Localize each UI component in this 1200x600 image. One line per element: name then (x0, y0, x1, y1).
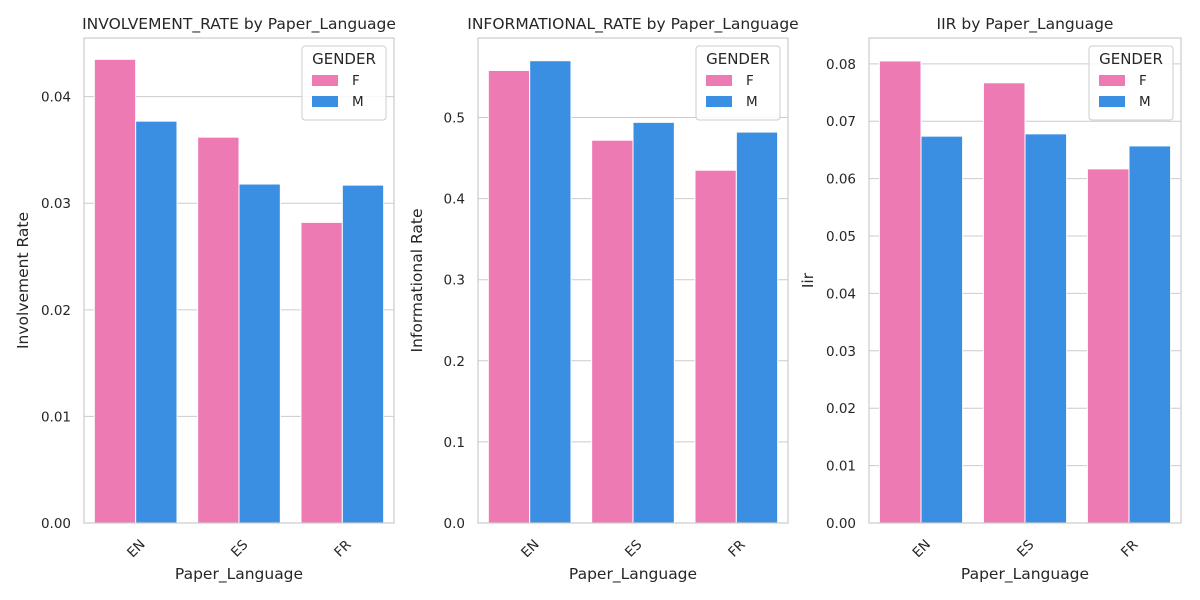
y-tick-label: 0.00 (41, 516, 71, 532)
y-tick-label: 0.01 (826, 459, 856, 475)
x-axis-label: Paper_Language (569, 565, 697, 584)
bar-en-f (878, 60, 922, 524)
x-axis-label: Paper_Language (175, 565, 303, 584)
legend-title: GENDER (312, 50, 376, 68)
legend-swatch-f (706, 75, 732, 86)
y-tick-label: 0.1 (444, 435, 465, 451)
bar-en-f (487, 69, 531, 524)
bar-fr-f (300, 221, 343, 524)
bar-en-f (93, 58, 137, 524)
y-tick-label: 0.2 (444, 354, 465, 370)
subplot-1: 0.00 0.01 0.02 0.03 0.04 EN ES FR INVOLVEMENT_RA… (14, 15, 396, 584)
legend-label-m: M (352, 94, 364, 110)
axes-frame (83, 37, 395, 524)
chart-title: INFORMATIONAL_RATE by Paper_Language (467, 15, 798, 34)
y-tick-label: 0.01 (41, 409, 71, 425)
y-tick-label: 0.03 (826, 344, 856, 360)
y-tick-label: 0.02 (41, 303, 71, 319)
y-tick-label: 0.02 (826, 401, 856, 417)
x-tick-label: ES (1014, 537, 1037, 560)
y-tick-label: 0.06 (826, 172, 856, 188)
legend: GENDER FM (1088, 45, 1174, 121)
legend-swatch-f (312, 75, 338, 86)
legend: GENDER FM (301, 45, 387, 121)
x-axis-label: Paper_Language (961, 565, 1089, 584)
x-tick-label: EN (124, 536, 148, 560)
legend-swatch-f (1099, 75, 1125, 86)
chart-title: INVOLVEMENT_RATE by Paper_Language (82, 15, 396, 34)
bar-fr-m (341, 184, 385, 524)
bar-es-f (197, 136, 240, 524)
x-tick-label: FR (331, 537, 354, 560)
legend-title: GENDER (1099, 50, 1163, 68)
bar-es-m (632, 121, 675, 524)
y-axis-label: Informational Rate (408, 209, 426, 353)
subplot-3: 0.00 0.01 0.02 0.03 0.04 0.05 0.06 0.07 0.08 EN ES… (799, 15, 1182, 584)
y-axis-label: Involvement Rate (14, 212, 32, 349)
y-tick-label: 0.04 (826, 286, 856, 302)
y-tick-label: 0.08 (826, 57, 856, 73)
y-tick-label: 0.0 (444, 516, 465, 532)
legend-label-m: M (1139, 94, 1151, 110)
y-axis-label: Iir (799, 272, 817, 288)
chart-title: IIR by Paper_Language (937, 15, 1114, 34)
x-tick-label: EN (909, 536, 933, 560)
legend-label-m: M (746, 94, 758, 110)
x-tick-label: FR (1118, 537, 1141, 560)
axes-frame (868, 37, 1182, 524)
bar-en-m (135, 120, 178, 524)
x-tick-label: ES (228, 537, 251, 560)
y-tick-label: 0.07 (826, 114, 856, 130)
bar-fr-m (735, 131, 779, 524)
y-tick-label: 0.5 (444, 110, 465, 126)
bar-fr-m (1128, 145, 1172, 524)
legend: GENDER FM (695, 45, 781, 121)
legend-label-f: F (746, 73, 754, 89)
legend-swatch-m (312, 96, 338, 107)
bar-en-m (920, 135, 964, 524)
subplot-2: 0.0 0.1 0.2 0.3 0.4 0.5 EN ES FR INFORMATIONAL_RA… (408, 15, 799, 584)
x-tick-label: ES (622, 537, 645, 560)
y-tick-label: 0.03 (41, 196, 71, 212)
legend-label-f: F (352, 73, 360, 89)
axes-frame (477, 37, 789, 524)
legend-swatch-m (706, 96, 732, 107)
x-tick-label: FR (725, 537, 748, 560)
legend-title: GENDER (706, 50, 770, 68)
y-tick-label: 0.05 (826, 229, 856, 245)
bar-es-m (238, 183, 281, 524)
x-tick-label: EN (518, 536, 542, 560)
bar-fr-f (1086, 168, 1130, 524)
bar-es-f (591, 139, 634, 524)
legend-swatch-m (1099, 96, 1125, 107)
y-tick-label: 0.4 (444, 192, 465, 208)
legend-label-f: F (1139, 73, 1147, 89)
bar-en-m (529, 60, 572, 524)
y-tick-label: 0.04 (41, 90, 71, 106)
bar-fr-f (694, 169, 737, 524)
y-tick-label: 0.3 (444, 273, 465, 289)
bar-es-f (982, 82, 1026, 524)
bar-es-m (1024, 133, 1068, 524)
y-tick-label: 0.00 (826, 516, 856, 532)
